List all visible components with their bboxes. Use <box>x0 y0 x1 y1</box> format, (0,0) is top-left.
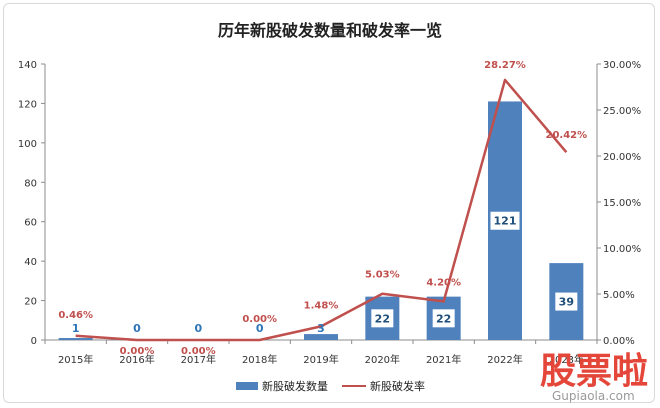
watermark: 股票啦 Gupiaola.com <box>540 351 648 403</box>
bar-value-label: 0 <box>133 322 141 335</box>
rate-value-label: 28.27% <box>484 60 526 71</box>
axes: 0204060801001201400.00%5.00%10.00%15.00%… <box>18 60 641 366</box>
legend: 新股破发数量 新股破发率 <box>236 379 425 393</box>
y-left-tick-label: 80 <box>24 178 37 189</box>
bar-value-label-text: 0 <box>256 322 264 335</box>
bar-value-label: 0 <box>256 322 264 335</box>
line-series <box>75 78 568 342</box>
legend-label-bar: 新股破发数量 <box>262 379 328 393</box>
y-left-tick-label: 100 <box>18 139 37 150</box>
bar-value-label-box <box>371 309 394 328</box>
y-right-tick-label: 20.00% <box>603 152 641 163</box>
rate-value-label: 20.42% <box>546 130 588 141</box>
watermark-url: Gupiaola.com <box>552 389 635 403</box>
bar-value-label-text: 22 <box>436 312 451 325</box>
y-left-tick-label: 140 <box>18 60 37 71</box>
bar-value-label: 121 <box>490 211 520 230</box>
data-labels: 1 0 0 0 3 22 22 121 39 0.46% 0.00% 0.00% 0.00% 1.48% 5… <box>58 60 587 357</box>
rate-value-label: 0.00% <box>181 346 216 357</box>
y-left-tick-label: 60 <box>24 218 37 229</box>
bar-value-label-box <box>490 211 520 230</box>
y-left-tick-label: 20 <box>24 297 37 308</box>
rate-line <box>75 78 568 342</box>
watermark-logo: 股票啦 <box>540 351 648 392</box>
bar-value-label: 39 <box>555 292 578 311</box>
bar-value-label-text: 1 <box>72 322 80 335</box>
x-tick-label: 2018年 <box>242 353 277 366</box>
legend-swatch-bar <box>236 382 258 390</box>
y-left-tick-label: 40 <box>24 257 37 268</box>
bar-value-label: 1 <box>72 322 80 335</box>
bar-value-label: 22 <box>432 309 455 328</box>
x-tick-label: 2023年 <box>549 353 584 366</box>
y-right-tick-label: 30.00% <box>603 60 641 71</box>
rate-value-label: 0.00% <box>242 314 277 325</box>
bar-value-label-box <box>432 309 455 328</box>
y-left-tick-label: 120 <box>18 99 37 110</box>
chart-title: 历年新股破发数量和破发率一览 <box>218 21 442 40</box>
bar-value-label-text: 0 <box>133 322 141 335</box>
x-tick-label: 2020年 <box>365 353 400 366</box>
bar <box>58 338 93 340</box>
bar-value-label-text: 39 <box>559 296 574 309</box>
bar-value-label-text: 0 <box>195 322 203 335</box>
y-right-tick-label: 5.00% <box>603 290 635 301</box>
legend-label-line: 新股破发率 <box>370 379 425 393</box>
bar-value-label: 0 <box>195 322 203 335</box>
x-tick-label: 2019年 <box>303 353 338 366</box>
bar <box>304 334 338 340</box>
y-left-tick-label: 0 <box>31 336 37 347</box>
x-tick-label: 2017年 <box>181 353 216 366</box>
bar-value-label-text: 3 <box>317 322 325 335</box>
y-right-tick-label: 10.00% <box>603 244 641 255</box>
rate-value-label: 5.03% <box>365 270 400 281</box>
x-tick-label: 2016年 <box>119 353 154 366</box>
x-tick-label: 2015年 <box>58 353 93 366</box>
x-tick-label: 2022年 <box>487 353 522 366</box>
bar-value-label-text: 121 <box>494 215 517 228</box>
bar-value-label-text: 22 <box>375 312 390 325</box>
x-tick-label: 2021年 <box>426 353 461 366</box>
rate-value-label: 1.48% <box>304 300 339 311</box>
y-right-tick-label: 15.00% <box>603 198 641 209</box>
y-right-tick-label: 0.00% <box>603 336 635 347</box>
rate-value-label: 0.00% <box>120 346 155 357</box>
rate-value-label: 0.46% <box>58 310 93 321</box>
rate-value-label: 4.20% <box>426 277 461 288</box>
y-right-tick-label: 25.00% <box>603 106 641 117</box>
bar-value-label: 22 <box>371 309 394 328</box>
bar-value-label: 3 <box>317 322 325 335</box>
bar-value-label-box <box>555 292 578 311</box>
